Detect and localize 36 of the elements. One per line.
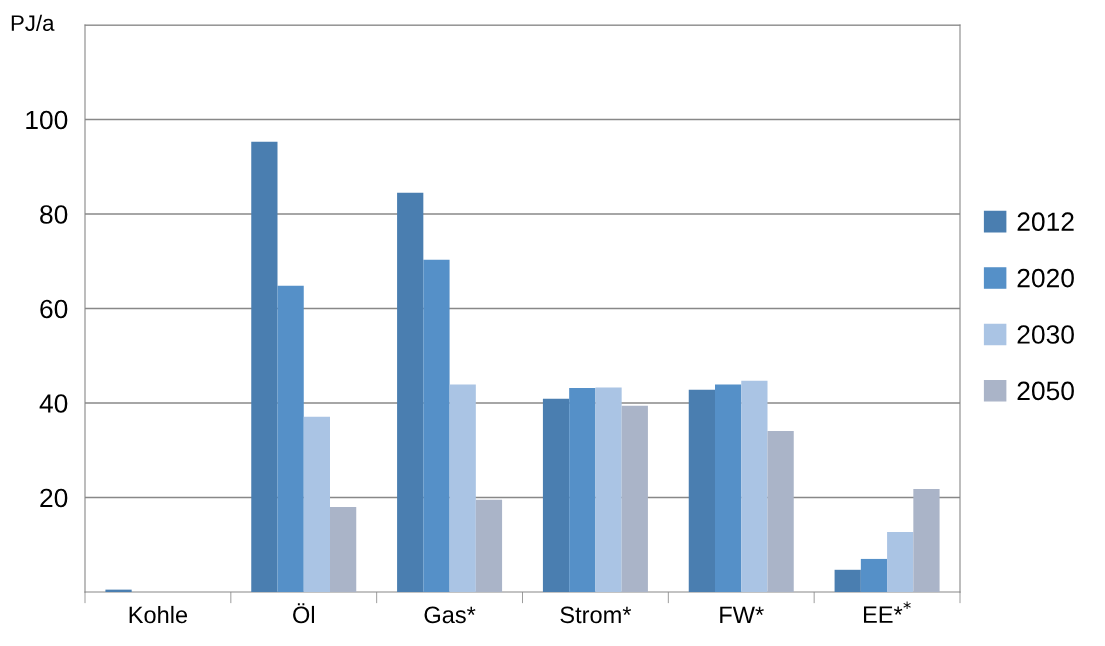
y-tick-label: 20 [40, 488, 68, 508]
bar [767, 430, 794, 592]
x-tick-label: FW* [720, 606, 764, 623]
bar [303, 416, 330, 592]
y-tick-label: 80 [40, 205, 68, 224]
bar [688, 389, 715, 592]
bar [715, 384, 742, 592]
y-tick-label: 60 [40, 299, 68, 319]
bar [251, 141, 278, 592]
bar [475, 499, 503, 592]
x-tick-label: Kohle [129, 605, 188, 624]
bar [330, 506, 357, 592]
bar [913, 489, 940, 592]
legend-label: 2030 [1017, 325, 1074, 344]
bar [887, 531, 914, 592]
bar [277, 285, 304, 592]
legend-label: 2050 [1017, 381, 1074, 401]
bar [397, 192, 424, 592]
bar [542, 398, 570, 592]
x-tick-label: Gas* [424, 606, 476, 624]
bar [449, 384, 476, 592]
y-tick-label: 100 [26, 110, 68, 130]
y-axis-title: PJ/a [11, 14, 55, 31]
bar [423, 259, 450, 592]
x-tick-label: EE*$^{*}$ [863, 601, 911, 623]
legend-label: 2020 [1017, 268, 1074, 288]
x-tick-label: Strom* [560, 606, 632, 624]
y-tick-label: 40 [39, 394, 68, 413]
bar [834, 569, 861, 592]
bar [569, 387, 596, 592]
bar [860, 558, 888, 592]
bar [595, 387, 622, 592]
x-tick-label: Öl [293, 603, 314, 624]
legend-label: 2012 [1017, 212, 1074, 232]
bar [741, 380, 768, 592]
bar [621, 405, 648, 592]
